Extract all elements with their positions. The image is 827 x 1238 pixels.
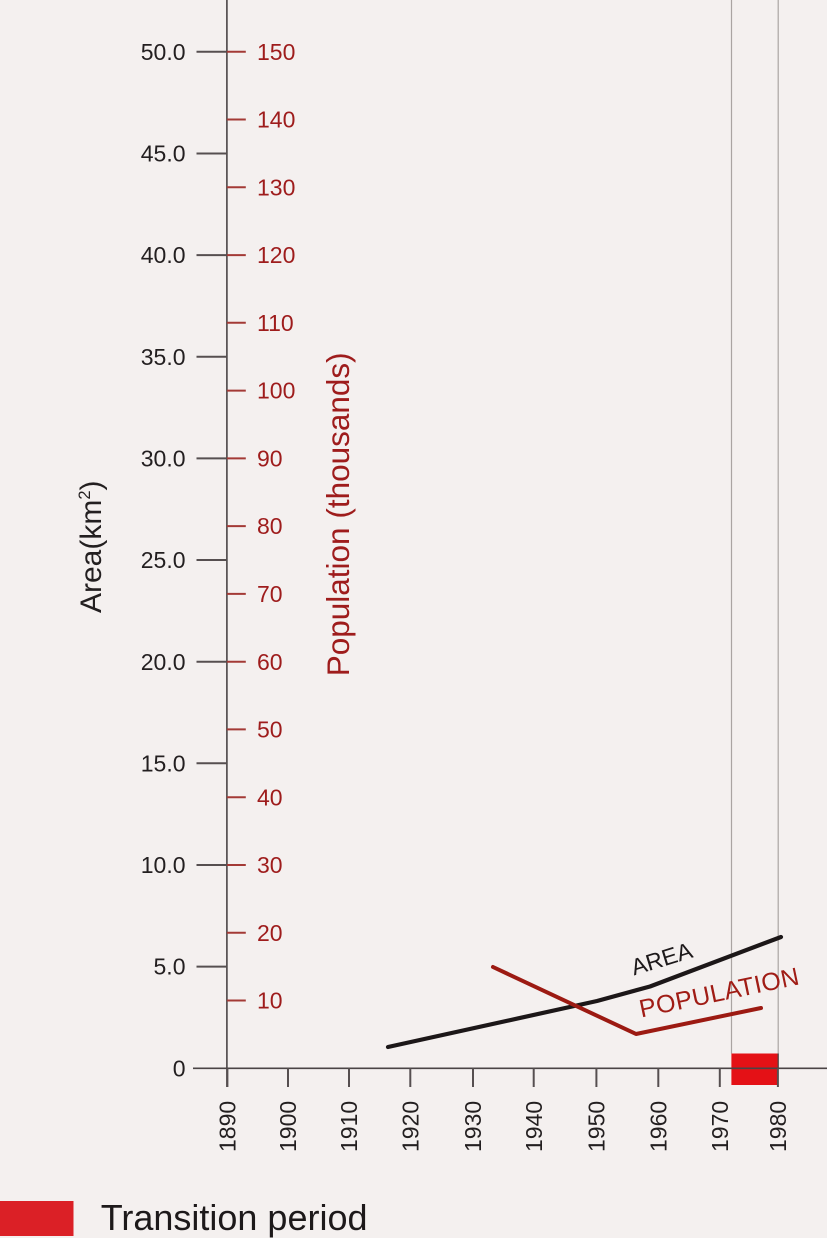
svg-text:10.0: 10.0 — [141, 852, 186, 878]
svg-text:1910: 1910 — [336, 1101, 362, 1152]
svg-text:45.0: 45.0 — [141, 141, 186, 167]
svg-text:90: 90 — [257, 445, 283, 471]
svg-text:Transition period: Transition period — [101, 1197, 368, 1238]
svg-text:1890: 1890 — [215, 1101, 241, 1152]
svg-text:140: 140 — [257, 107, 295, 133]
svg-text:100: 100 — [257, 378, 295, 404]
svg-text:15.0: 15.0 — [141, 750, 186, 776]
svg-text:Area(km2): Area(km2) — [75, 480, 108, 613]
svg-text:130: 130 — [257, 174, 295, 200]
svg-text:Population (thousands): Population (thousands) — [320, 352, 356, 676]
svg-text:5.0: 5.0 — [154, 954, 186, 980]
svg-text:50: 50 — [257, 716, 283, 742]
svg-text:1900: 1900 — [275, 1101, 301, 1152]
svg-text:1970: 1970 — [707, 1101, 733, 1152]
svg-text:20: 20 — [257, 920, 283, 946]
svg-text:25.0: 25.0 — [141, 547, 186, 573]
svg-text:1980: 1980 — [765, 1101, 791, 1152]
svg-text:20.0: 20.0 — [141, 649, 186, 675]
svg-text:1960: 1960 — [646, 1101, 672, 1152]
svg-text:1930: 1930 — [460, 1101, 486, 1152]
svg-text:110: 110 — [257, 310, 294, 336]
svg-text:1940: 1940 — [521, 1101, 547, 1152]
svg-text:60: 60 — [257, 649, 283, 675]
svg-text:40: 40 — [257, 784, 283, 810]
svg-text:10: 10 — [257, 988, 283, 1014]
svg-text:150: 150 — [257, 39, 295, 65]
svg-text:30.0: 30.0 — [141, 445, 186, 471]
svg-text:40.0: 40.0 — [141, 242, 186, 268]
svg-text:35.0: 35.0 — [141, 344, 186, 370]
svg-text:120: 120 — [257, 242, 295, 268]
svg-text:1920: 1920 — [398, 1101, 424, 1152]
svg-text:1950: 1950 — [584, 1101, 610, 1152]
svg-text:70: 70 — [257, 581, 283, 607]
svg-text:80: 80 — [257, 513, 283, 539]
svg-text:0: 0 — [173, 1055, 186, 1081]
svg-text:50.0: 50.0 — [141, 39, 186, 65]
svg-text:30: 30 — [257, 852, 283, 878]
